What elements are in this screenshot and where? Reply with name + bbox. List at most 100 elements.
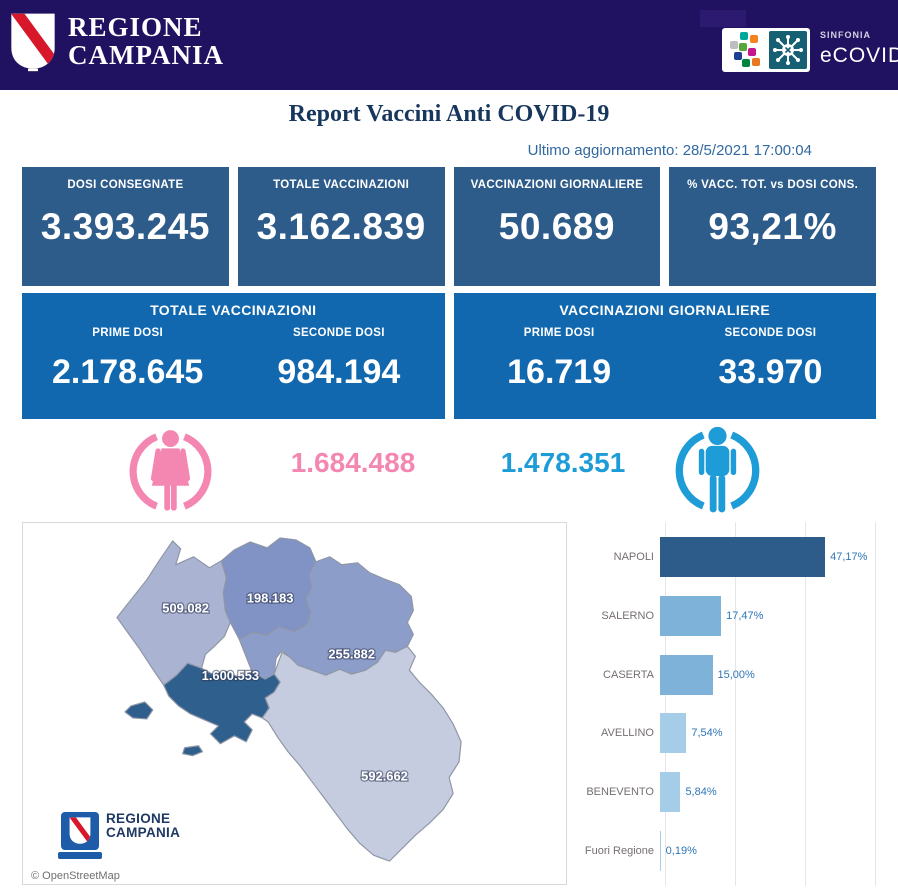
kpi-card-dosi-consegnate: DOSI CONSEGNATE 3.393.245 bbox=[22, 167, 229, 286]
map-label-salerno: 592.662 bbox=[361, 769, 408, 784]
category-label: SALERNO bbox=[601, 610, 654, 622]
value-label: 7,54% bbox=[691, 727, 723, 740]
virus-icon bbox=[769, 31, 807, 69]
bar-caserta[interactable] bbox=[660, 654, 713, 695]
chart-row: SALERNO 17,47% bbox=[578, 587, 890, 646]
seconde-dosi-value: 33.970 bbox=[718, 353, 823, 391]
province-bar-chart: NAPOLI 47,17% SALERNO 17,47% CASERTA 15,00% AV… bbox=[578, 522, 890, 886]
value-label: 5,84% bbox=[685, 786, 717, 799]
dose-card-title: TOTALE VACCINAZIONI bbox=[150, 302, 317, 318]
value-label: 0,19% bbox=[665, 844, 697, 857]
regione-campania-logo: REGIONE CAMPANIA bbox=[8, 10, 224, 74]
page-title: Report Vaccini Anti COVID-19 bbox=[288, 101, 610, 127]
logo-block bbox=[730, 41, 738, 49]
kpi-label: % VACC. TOT. vs DOSI CONS. bbox=[687, 179, 859, 191]
kpi-card-vaccinazioni-giornaliere: VACCINAZIONI GIORNALIERE 50.689 bbox=[453, 167, 661, 286]
campania-map-panel: 509.082 198.183 255.882 1.600.553 592.66… bbox=[22, 522, 567, 885]
value-label: 17,47% bbox=[726, 610, 764, 622]
bar-napoli[interactable] bbox=[660, 537, 826, 578]
map-label-caserta: 509.082 bbox=[162, 601, 209, 616]
header-bar: REGIONE CAMPANIA bbox=[0, 0, 898, 90]
sinfonia-wordmark: SINFONIA eCOVID bbox=[820, 30, 898, 68]
logo-block bbox=[752, 58, 760, 66]
map-label-avellino: 255.882 bbox=[328, 646, 375, 661]
logo-block bbox=[742, 59, 750, 67]
brand-text: REGIONE CAMPANIA bbox=[68, 14, 224, 69]
male-icon bbox=[672, 425, 763, 521]
value-label: 15,00% bbox=[717, 668, 755, 681]
chart-row: Fuori Regione 0,19% bbox=[578, 821, 890, 880]
bar-salerno[interactable] bbox=[660, 596, 722, 636]
brand-line1: REGIONE bbox=[68, 12, 203, 43]
gridline-0pct bbox=[665, 522, 666, 886]
chart-row: BENEVENTO 5,84% bbox=[578, 763, 890, 822]
dose-card-totale: TOTALE VACCINAZIONI PRIME DOSI 2.178.645… bbox=[22, 293, 445, 419]
map-island-capri[interactable] bbox=[182, 745, 204, 757]
watermark-strip bbox=[58, 852, 102, 859]
logo-block bbox=[740, 32, 748, 40]
watermark-line1: REGIONE bbox=[106, 811, 171, 826]
watermark-text: REGIONE CAMPANIA bbox=[106, 811, 181, 841]
chart-row: AVELLINO 7,54% bbox=[578, 704, 890, 763]
kpi-label: TOTALE VACCINAZIONI bbox=[273, 179, 410, 191]
kpi-value: 3.162.839 bbox=[256, 206, 426, 247]
watermark-shield-icon bbox=[61, 812, 99, 850]
kpi-card-percent-vacc: % VACC. TOT. vs DOSI CONS. 93,21% bbox=[669, 167, 876, 286]
prime-dosi-value: 2.178.645 bbox=[51, 353, 204, 391]
kpi-card-totale-vaccinazioni: TOTALE VACCINAZIONI 3.162.839 bbox=[237, 167, 445, 286]
seconde-dosi-label: SECONDE DOSI bbox=[292, 327, 385, 339]
map-region-salerno[interactable] bbox=[261, 645, 462, 862]
category-label: Fuori Regione bbox=[584, 844, 654, 857]
map-region-benevento[interactable] bbox=[220, 537, 317, 640]
kpi-label: DOSI CONSEGNATE bbox=[67, 179, 184, 191]
logo-block bbox=[748, 48, 756, 56]
bar-fuori-regione[interactable] bbox=[660, 830, 661, 871]
female-icon bbox=[126, 427, 215, 521]
kpi-value: 3.393.245 bbox=[40, 206, 210, 247]
map-watermark-logo: REGIONE CAMPANIA bbox=[58, 811, 181, 859]
chart-row: NAPOLI 47,17% bbox=[578, 528, 890, 587]
category-label: BENEVENTO bbox=[586, 786, 654, 799]
last-update-text: Ultimo aggiornamento: 28/5/2021 17:00:04 bbox=[527, 142, 812, 159]
value-label: 47,17% bbox=[830, 551, 868, 564]
logo-block bbox=[750, 35, 758, 43]
seconde-dosi-value: 984.194 bbox=[277, 353, 401, 391]
prime-dosi-label: PRIME DOSI bbox=[523, 327, 595, 339]
sinfonia-label: SINFONIA bbox=[820, 30, 872, 40]
gridline-20pct bbox=[735, 522, 736, 886]
category-label: NAPOLI bbox=[613, 551, 654, 564]
ecovid-label: eCOVID bbox=[820, 44, 898, 67]
header-accent-rectangle bbox=[700, 10, 746, 27]
bar-benevento[interactable] bbox=[660, 772, 681, 813]
category-label: AVELLINO bbox=[601, 727, 654, 740]
male-total-value: 1.478.351 bbox=[500, 447, 626, 478]
sinfonia-s-icon bbox=[725, 31, 763, 69]
map-region-napoli[interactable] bbox=[163, 662, 281, 745]
openstreetmap-attribution-link[interactable]: © OpenStreetMap bbox=[27, 870, 124, 882]
dose-card-title: VACCINAZIONI GIORNALIERE bbox=[559, 302, 771, 318]
category-label: CASERTA bbox=[603, 668, 654, 681]
seconde-dosi-label: SECONDE DOSI bbox=[724, 327, 817, 339]
bar-avellino[interactable] bbox=[660, 713, 687, 754]
gridline-60pct bbox=[875, 522, 876, 886]
kpi-value: 50.689 bbox=[498, 206, 615, 247]
watermark-line2: CAMPANIA bbox=[106, 825, 181, 841]
kpi-card-row: DOSI CONSEGNATE 3.393.245 TOTALE VACCINA… bbox=[22, 167, 876, 286]
map-region-caserta[interactable] bbox=[116, 540, 231, 686]
prime-dosi-label: PRIME DOSI bbox=[92, 327, 163, 339]
dose-card-giornaliere: VACCINAZIONI GIORNALIERE PRIME DOSI 16.7… bbox=[453, 293, 876, 419]
brand-line2: CAMPANIA bbox=[68, 40, 224, 70]
sinfonia-logo bbox=[722, 28, 810, 72]
bar-chart-rows: NAPOLI 47,17% SALERNO 17,47% CASERTA 15,00% AV… bbox=[578, 522, 890, 886]
map-island-ischia[interactable] bbox=[124, 701, 154, 720]
chart-row: CASERTA 15,00% bbox=[578, 645, 890, 704]
kpi-value: 93,21% bbox=[708, 206, 837, 247]
gridline-40pct bbox=[805, 522, 806, 886]
dose-card-row: TOTALE VACCINAZIONI PRIME DOSI 2.178.645… bbox=[22, 293, 876, 419]
map-label-benevento: 198.183 bbox=[247, 591, 294, 606]
kpi-label: VACCINAZIONI GIORNALIERE bbox=[470, 179, 644, 191]
logo-block bbox=[739, 43, 747, 51]
female-total-value: 1.684.488 bbox=[290, 447, 416, 478]
logo-block bbox=[734, 52, 742, 60]
